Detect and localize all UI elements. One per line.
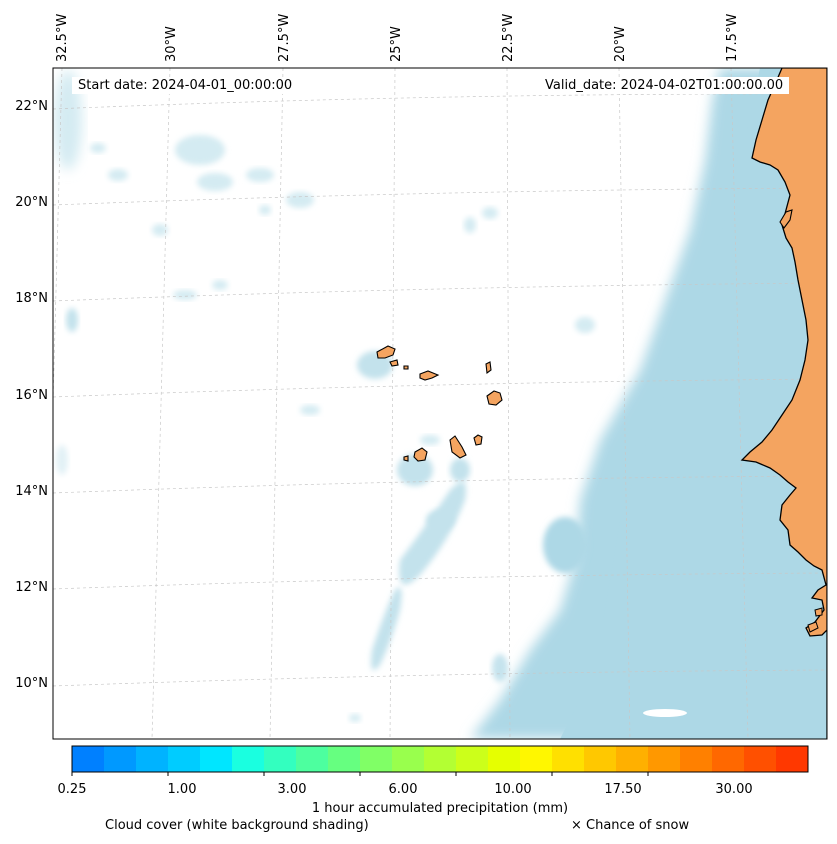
start-date-label: Start date: 2024-04-01_00:00:00: [72, 77, 299, 94]
cloud-patch: [259, 205, 271, 215]
colorbar-tick-label: 17.50: [604, 782, 642, 797]
cloud-patch: [108, 169, 128, 181]
gridlines: [53, 68, 827, 739]
cloud-patch: [450, 458, 470, 482]
colorbar-border: [71, 745, 809, 773]
colorbar-segment: [520, 746, 553, 772]
cloud-patch: [575, 317, 595, 333]
cloud-patch: [399, 482, 466, 585]
colorbar-segment: [424, 746, 457, 772]
island-santiago: [449, 435, 467, 459]
cloud-patch: [56, 445, 68, 475]
colorbar-segment: [648, 746, 681, 772]
colorbar-tick-label: 1.00: [167, 782, 197, 797]
colorbar-segment: [712, 746, 745, 772]
colorbar-tick-label: 30.00: [715, 782, 753, 797]
cloud-patch: [173, 290, 197, 300]
cloud-band-east-solid: [560, 68, 827, 739]
cloud-patch: [464, 217, 476, 233]
lat-label: 16°N: [15, 388, 48, 403]
colorbar-segment: [680, 746, 713, 772]
lat-label: 10°N: [15, 676, 48, 691]
island-fogo: [413, 447, 428, 462]
island-brava: [403, 455, 409, 462]
lat-label: 14°N: [15, 484, 48, 499]
cloud-patch: [482, 207, 498, 219]
dakar-peninsula: [779, 209, 793, 229]
colorbar-segment: [296, 746, 329, 772]
island-sal: [485, 361, 492, 375]
colorbar-tick-label: 10.00: [494, 782, 532, 797]
colorbar-segment: [72, 746, 105, 772]
lon-label: 22.5°W: [501, 13, 516, 62]
cloud-patch: [212, 280, 228, 290]
colorbar-segment: [584, 746, 617, 772]
colorbar-tick-label: 6.00: [388, 782, 418, 797]
cloud-patch: [492, 654, 508, 682]
colorbar-segment: [744, 746, 777, 772]
island-maio: [473, 434, 483, 446]
colorbar-segment: [104, 746, 137, 772]
cloud-patch: [54, 70, 82, 170]
cloud-patch: [246, 168, 274, 182]
colorbar-segment: [488, 746, 521, 772]
cloud-patch: [543, 517, 587, 573]
cloud-patch: [643, 709, 687, 717]
island-santa-luzia: [403, 365, 409, 370]
lon-label: 17.5°W: [725, 13, 740, 62]
lon-label: 27.5°W: [277, 13, 292, 62]
cloud-patch: [66, 308, 78, 332]
cloud-patch: [286, 192, 314, 208]
cloud-patch: [349, 714, 361, 722]
cloud-cover-legend: Cloud cover (white background shading): [105, 818, 369, 833]
island-boa-vista: [486, 390, 503, 406]
cloud-patch: [371, 587, 402, 670]
colorbar-segment: [552, 746, 585, 772]
cloud-patch: [197, 173, 233, 191]
lon-label: 25°W: [389, 26, 404, 62]
lat-label: 12°N: [15, 580, 48, 595]
colorbar-segment: [776, 746, 809, 772]
island-sao-nicolau: [419, 370, 440, 381]
colorbar-segment: [232, 746, 265, 772]
cloud-patch: [152, 224, 168, 236]
lat-label: 18°N: [15, 291, 48, 306]
colorbar-segment: [456, 746, 489, 772]
colorbar-segment: [136, 746, 169, 772]
cloud-patch: [90, 143, 106, 153]
valid-date-label: Valid_date: 2024-04-02T01:00:00.00: [539, 77, 790, 94]
colorbar-segment: [392, 746, 425, 772]
africa-landmass: [740, 68, 827, 739]
lat-label: 20°N: [15, 195, 48, 210]
cape-verde-islands: [376, 345, 503, 462]
colorbar: [71, 745, 809, 776]
cloud-patch: [397, 454, 433, 486]
colorbar-segment: [360, 746, 393, 772]
map-frame: [52, 67, 828, 740]
colorbar-segment: [168, 746, 201, 772]
colorbar-tick-label: 0.25: [57, 782, 87, 797]
cloud-patch: [426, 510, 454, 530]
colorbar-segment: [264, 746, 297, 772]
lon-label: 32.5°W: [55, 13, 70, 62]
cloud-patch: [175, 135, 225, 165]
lon-label: 20°W: [613, 26, 628, 62]
island-sao-vicente: [389, 359, 399, 367]
colorbar-segment: [328, 746, 361, 772]
lat-label: 22°N: [15, 99, 48, 114]
colorbar-segment: [200, 746, 233, 772]
island-santo-antao: [376, 345, 396, 359]
snow-legend: × Chance of snow: [571, 818, 690, 833]
lon-label: 30°W: [164, 26, 179, 62]
colorbar-segment: [616, 746, 649, 772]
colorbar-tick-label: 3.00: [277, 782, 307, 797]
bijagos-islands: [807, 607, 823, 633]
cloud-cover-layer: [54, 68, 827, 739]
cloud-patch: [420, 435, 440, 445]
colorbar-title: 1 hour accumulated precipitation (mm): [311, 801, 569, 816]
cloud-patch: [300, 405, 320, 415]
